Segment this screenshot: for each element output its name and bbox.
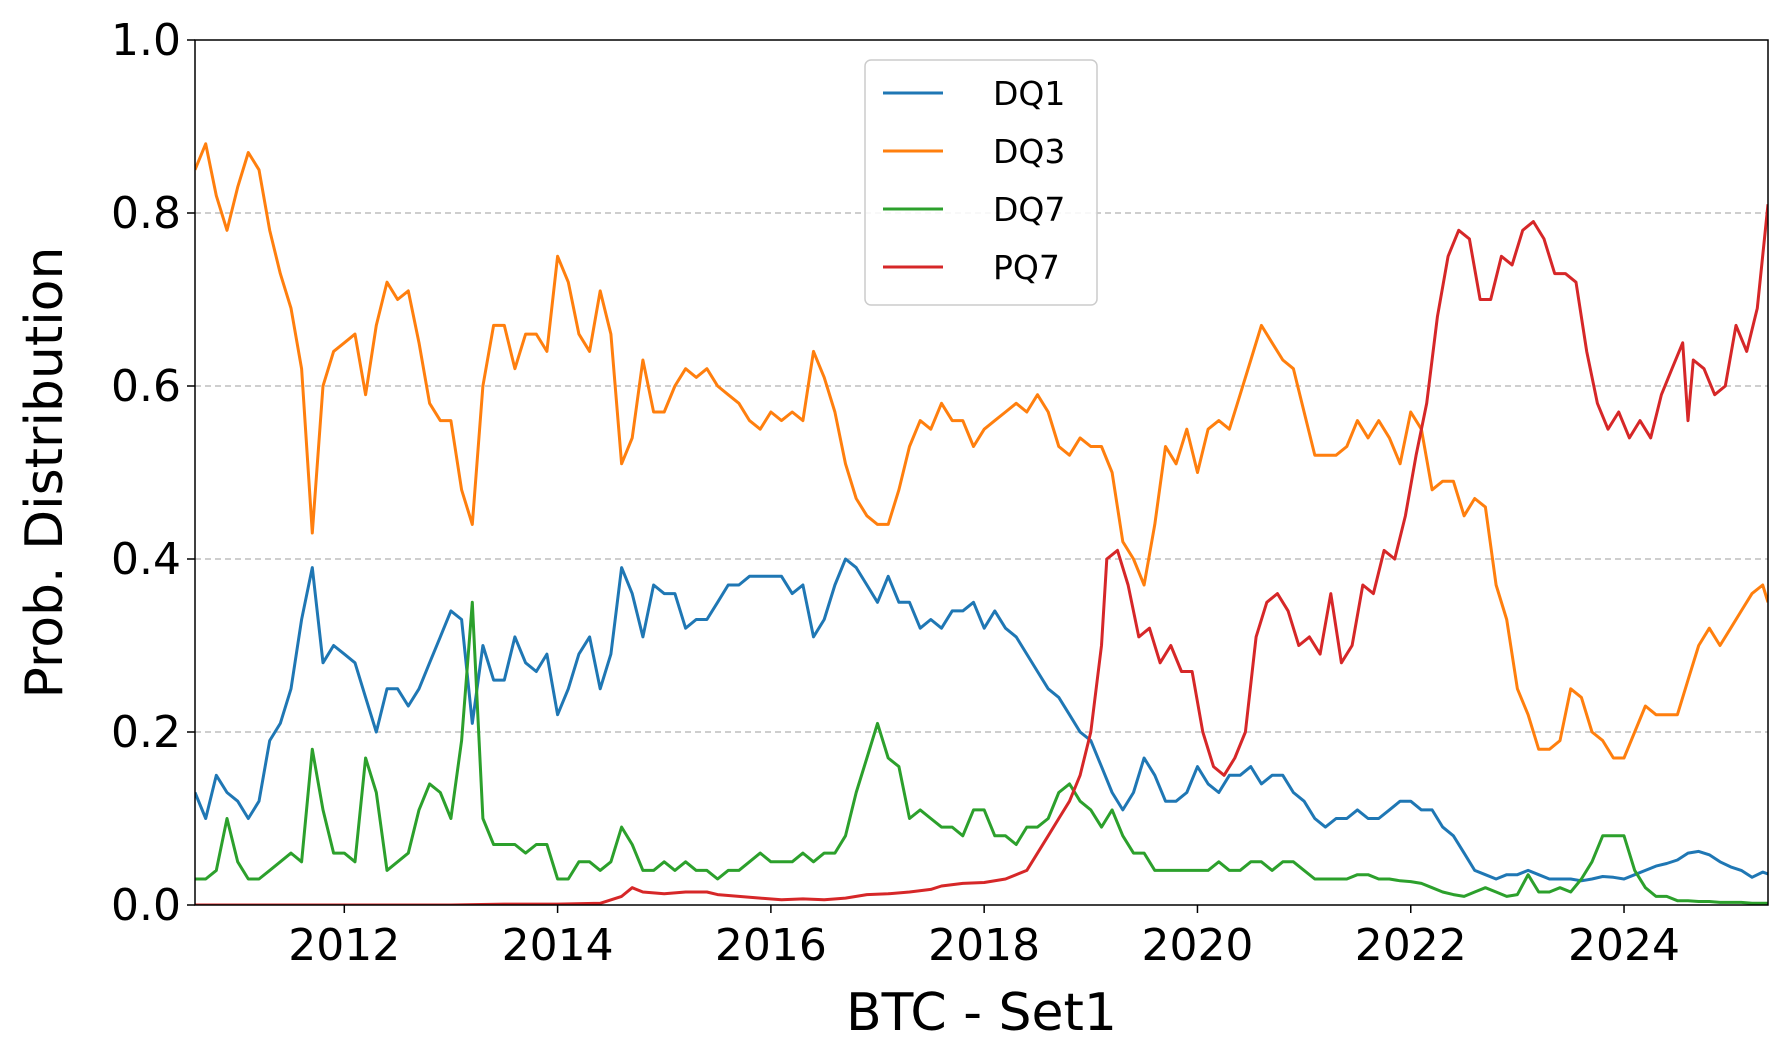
x-tick-label: 2022 xyxy=(1355,920,1467,971)
y-axis-ticks: 0.0 0.2 0.4 0.6 0.8 1.0 xyxy=(111,15,195,931)
x-tick-label: 2020 xyxy=(1141,920,1253,971)
x-tick-label: 2018 xyxy=(928,920,1040,971)
y-tick-label: 0.0 xyxy=(111,880,181,931)
legend-label: DQ3 xyxy=(993,132,1065,171)
y-axis-label: Prob. Distribution xyxy=(15,247,75,699)
series-line-pq7 xyxy=(195,204,1768,905)
x-tick-label: 2016 xyxy=(715,920,827,971)
x-axis-ticks: 2012 2014 2016 2018 2020 2022 2024 xyxy=(288,905,1680,971)
legend-label: DQ7 xyxy=(993,190,1065,229)
y-tick-label: 0.8 xyxy=(111,188,181,239)
y-tick-label: 0.4 xyxy=(111,534,181,585)
y-tick-label: 0.2 xyxy=(111,707,181,758)
y-tick-label: 1.0 xyxy=(111,15,181,66)
x-axis-label: BTC - Set1 xyxy=(846,983,1117,1043)
x-tick-label: 2012 xyxy=(288,920,400,971)
plot-frame xyxy=(194,39,1769,906)
legend-label: PQ7 xyxy=(993,248,1060,287)
x-tick-label: 2014 xyxy=(502,920,614,971)
series-line-dq3 xyxy=(195,142,1768,760)
legend: DQ1 DQ3 DQ7 PQ7 xyxy=(864,59,1098,306)
legend-label: DQ1 xyxy=(993,74,1065,113)
y-tick-label: 0.6 xyxy=(111,361,181,412)
legend-box xyxy=(864,59,1098,306)
series-line-dq1 xyxy=(195,557,1768,883)
series-line-dq7 xyxy=(195,600,1768,905)
series-lines xyxy=(195,142,1768,905)
grid-lines xyxy=(195,212,1768,733)
x-tick-label: 2024 xyxy=(1568,920,1680,971)
